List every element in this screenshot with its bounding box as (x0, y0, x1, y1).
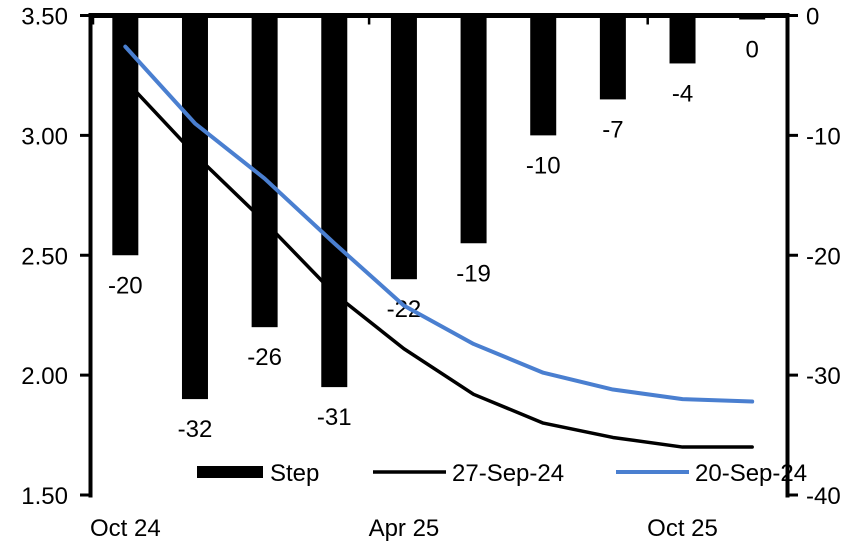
right-axis-tick-label: -20 (806, 243, 841, 270)
line-20-sep-24 (123, 44, 755, 404)
category-axis-tick (646, 15, 649, 25)
right-axis-tick-label: 0 (806, 4, 819, 31)
right-axis-tick (789, 253, 798, 257)
right-axis-line (785, 13, 790, 498)
step-bar-label: -19 (456, 260, 491, 287)
step-bar (390, 15, 417, 280)
right-axis-tick (789, 14, 798, 17)
legend-label-20-sep-24: 20-Sep-24 (695, 460, 807, 487)
step-bar-label: -4 (672, 80, 693, 107)
step-bar-label: -32 (178, 416, 213, 443)
step-bar (530, 15, 557, 136)
left-axis-tick-label: 1.50 (21, 483, 68, 510)
right-axis-tick-label: -30 (806, 363, 841, 390)
left-axis-tick-label: 3.50 (21, 4, 68, 31)
left-axis-line (88, 13, 93, 498)
left-axis-tick (80, 14, 89, 17)
step-bar-label: -10 (526, 152, 561, 179)
left-axis-tick-label: 2.00 (21, 363, 68, 390)
step-bar (599, 15, 626, 100)
legend-label-27-sep-24: 27-Sep-24 (452, 460, 564, 487)
left-axis-tick (80, 253, 89, 257)
top-axis-line (88, 13, 790, 18)
legend-swatch-step (197, 466, 263, 478)
left-axis-tick (80, 133, 89, 137)
legend-label-step: Step (270, 460, 319, 487)
left-axis-tick (80, 373, 89, 377)
step-bar (321, 15, 348, 388)
line-27-sep-24 (123, 78, 754, 449)
x-axis-tick-label: Oct 24 (90, 515, 161, 542)
step-bar (669, 15, 696, 64)
x-axis-tick-label: Apr 25 (369, 515, 440, 542)
right-axis-tick (789, 133, 798, 137)
step-bar (112, 15, 139, 256)
x-axis-tick-label: Oct 25 (647, 515, 718, 542)
step-bar-label: -31 (317, 404, 352, 431)
step-bar-label: 0 (745, 37, 758, 64)
step-bar-label: -26 (247, 344, 282, 371)
category-axis-tick (91, 15, 95, 25)
right-axis-tick-label: -40 (806, 483, 841, 510)
left-axis-tick-label: 2.50 (21, 243, 68, 270)
step-bar-label: -7 (602, 116, 623, 143)
right-axis-tick (789, 493, 798, 497)
right-axis-tick (789, 373, 798, 377)
step-bar (181, 15, 208, 400)
right-axis-tick-label: -10 (806, 123, 841, 150)
left-axis-tick-label: 3.00 (21, 123, 68, 150)
step-bar (460, 15, 487, 244)
step-bar-label: -20 (108, 272, 143, 299)
left-axis-tick (80, 493, 89, 497)
category-axis-tick (367, 15, 371, 25)
step-bar-label: -22 (387, 296, 422, 323)
